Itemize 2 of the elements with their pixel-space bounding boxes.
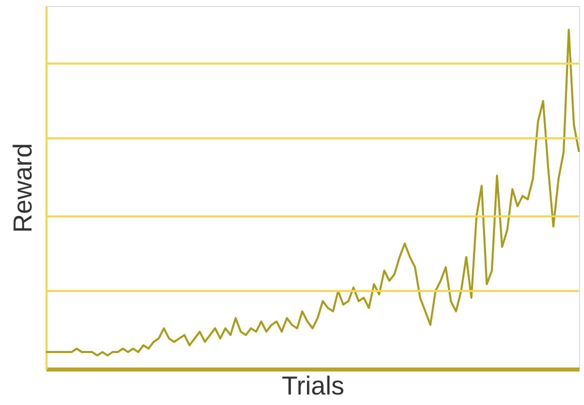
x-axis-title: Trials xyxy=(282,370,344,400)
y-axis-title: Reward xyxy=(8,143,38,233)
